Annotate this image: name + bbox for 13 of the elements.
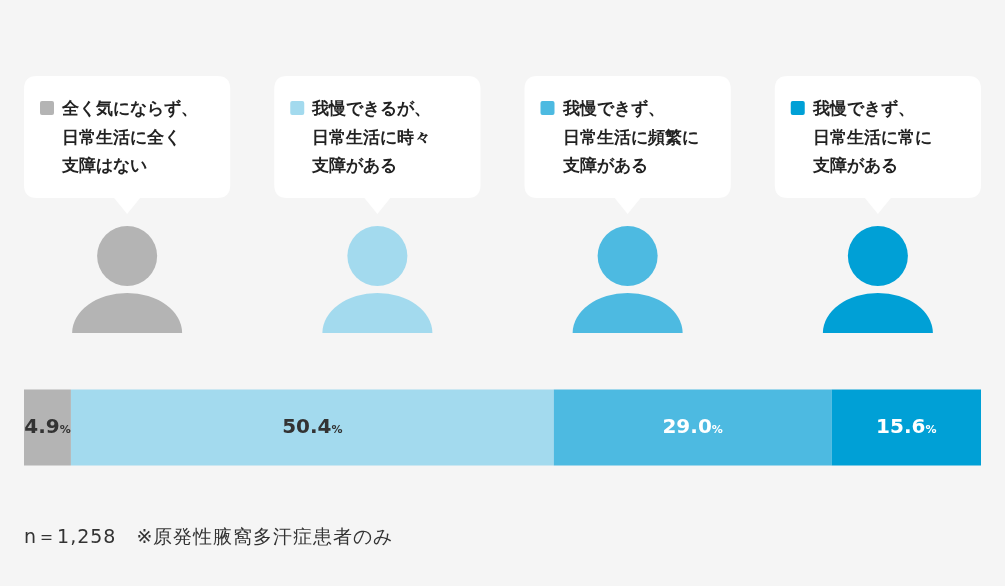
bar — [70, 389, 554, 466]
legend-label: 我慢できず、日常生活に常に支障がある — [811, 98, 932, 175]
bar — [553, 389, 832, 466]
data-label: 50.4% — [282, 414, 343, 439]
data-label: 29.0% — [662, 414, 723, 439]
data-label: 15.6% — [876, 414, 937, 439]
data-label: 4.9% — [24, 414, 71, 439]
legend-label: 全く気にならず、日常生活に全く支障はない — [61, 98, 198, 175]
legend-label: 我慢できるが、日常生活に時々支障がある — [311, 98, 432, 175]
bar — [24, 389, 71, 466]
text: n＝1,258 ※原発性腋窩多汗症患者のみ — [24, 525, 394, 547]
legend-label: 我慢できず、日常生活に頻繁に支障がある — [561, 98, 699, 175]
bar — [831, 389, 981, 466]
